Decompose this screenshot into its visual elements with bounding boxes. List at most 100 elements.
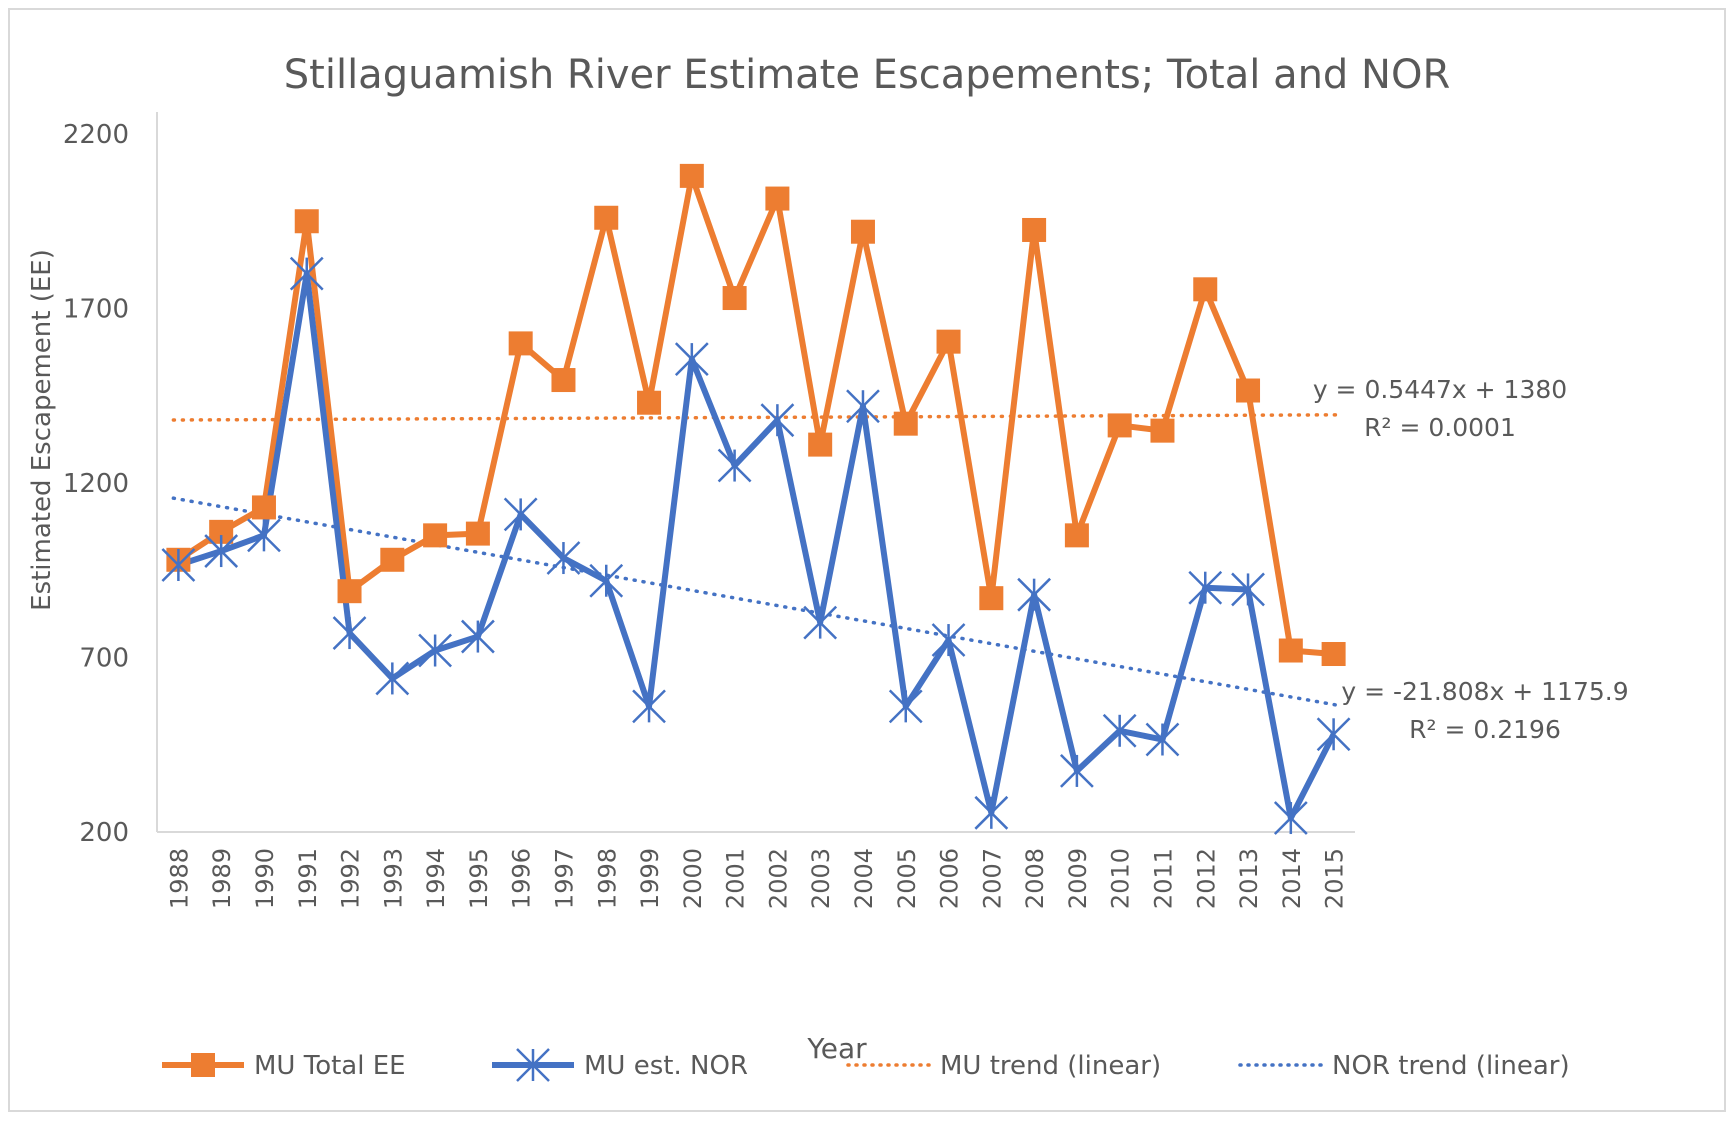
trendline-equation: y = -21.808x + 1175.9 (1341, 677, 1628, 706)
x-tick-label: 2013 (1235, 848, 1263, 909)
data-point (337, 579, 362, 604)
data-point (247, 518, 281, 553)
data-point (551, 368, 576, 393)
x-tick-label: 1997 (550, 848, 578, 909)
x-tick-label: 2002 (764, 848, 792, 909)
data-point (461, 619, 495, 654)
data-point (1102, 713, 1137, 748)
chart-svg: Stillaguamish River Estimate Escapements… (27, 52, 1629, 1082)
data-point (251, 495, 276, 520)
data-point (289, 256, 324, 291)
x-tick-label: 2007 (978, 848, 1006, 909)
x-axis-label: Year (806, 1032, 867, 1065)
legend: MU Total EE MU est. NOR MU trend (linear) N… (162, 1048, 1570, 1082)
y-tick-label: 2200 (63, 120, 129, 150)
data-point (974, 795, 1009, 830)
trendline (171, 496, 1341, 708)
marker-layer (161, 163, 1351, 835)
data-point (375, 661, 410, 696)
y-tick-label: 700 (79, 644, 129, 674)
data-point (1236, 378, 1261, 403)
x-tick-label: 1998 (593, 848, 621, 909)
data-point (632, 689, 666, 724)
data-point (850, 219, 875, 244)
legend-item: NOR trend (linear) (1238, 1051, 1570, 1081)
data-point (1145, 722, 1180, 757)
x-tick-label: 2009 (1064, 848, 1092, 909)
data-point (679, 163, 704, 188)
x-tick-label: 1994 (422, 848, 450, 909)
data-point (931, 623, 966, 657)
data-point (546, 541, 581, 575)
x-tick-label: 2001 (722, 848, 750, 909)
data-point (1273, 801, 1308, 835)
data-point (674, 342, 709, 376)
data-point (1017, 577, 1051, 612)
x-tick-label: 2004 (850, 848, 878, 909)
chart-title: Stillaguamish River Estimate Escapements… (284, 52, 1450, 98)
x-tick-label: 1995 (465, 848, 493, 909)
data-point (1060, 754, 1094, 788)
legend-item: MU est. NOR (492, 1048, 748, 1082)
data-point (191, 1053, 215, 1077)
x-tick-label: 2014 (1278, 848, 1306, 909)
data-point (503, 497, 538, 532)
data-point (803, 605, 838, 640)
x-tick-label: 1989 (208, 848, 236, 909)
data-point (465, 521, 490, 546)
x-tick-label: 1996 (508, 848, 536, 909)
x-tick-label: 2015 (1321, 848, 1349, 909)
legend-label: MU Total EE (254, 1051, 406, 1081)
data-point (508, 331, 533, 356)
series-line (176, 172, 1334, 658)
data-point (1321, 642, 1346, 667)
x-tick-label: 1990 (251, 848, 279, 909)
data-point (332, 616, 367, 650)
data-point (1231, 572, 1265, 607)
x-tick-label: 1993 (379, 848, 407, 909)
data-point (418, 633, 452, 668)
y-tick-label: 1700 (63, 295, 129, 325)
trendline-equation: y = 0.5447x + 1380 (1313, 375, 1567, 404)
data-point (1193, 277, 1218, 302)
data-point (161, 548, 196, 582)
x-tick-label: 2010 (1107, 848, 1135, 909)
data-point (204, 534, 239, 568)
legend-label: MU est. NOR (584, 1051, 748, 1081)
series-line (177, 270, 1337, 822)
trendline-layer: y = 0.5447x + 1380 R² = 0.0001 y = -21.808… (171, 375, 1629, 744)
y-axis-label: Estimated Escapement (EE) (27, 249, 57, 611)
trendline (171, 413, 1341, 422)
data-point (380, 547, 405, 572)
x-tick-label: 2011 (1149, 848, 1177, 909)
x-tick-label: 2003 (807, 848, 835, 909)
legend-item: MU trend (linear) (846, 1051, 1161, 1081)
x-tick-label: 2006 (936, 848, 964, 909)
chart-frame: Stillaguamish River Estimate Escapements… (8, 8, 1726, 1112)
data-point (1150, 418, 1175, 443)
x-tick-label: 1999 (636, 848, 664, 909)
x-tick-label: 2012 (1192, 848, 1220, 909)
data-point (893, 411, 918, 436)
data-point (765, 186, 790, 211)
data-point (722, 286, 747, 311)
legend-label: MU trend (linear) (940, 1051, 1161, 1081)
data-point (808, 432, 833, 457)
data-point (1316, 717, 1351, 752)
data-point (1022, 217, 1047, 242)
data-point (717, 448, 752, 483)
data-point (936, 329, 961, 354)
legend-label: NOR trend (linear) (1332, 1051, 1570, 1081)
data-point (1107, 413, 1132, 438)
x-tick-label: 1988 (165, 848, 193, 909)
data-point (294, 209, 319, 234)
y-tick-label: 1200 (63, 469, 129, 499)
axes: 200 700 1200 1700 2200 1988 1989 1990 1991 1992 19… (63, 112, 1355, 909)
x-tick-label: 1991 (294, 848, 322, 909)
data-point (1278, 638, 1303, 663)
data-point (979, 586, 1004, 611)
x-tick-label: 1992 (337, 848, 365, 909)
x-tick-label: 2000 (679, 848, 707, 909)
x-tick-label: 2008 (1021, 848, 1049, 909)
data-point (846, 389, 880, 424)
